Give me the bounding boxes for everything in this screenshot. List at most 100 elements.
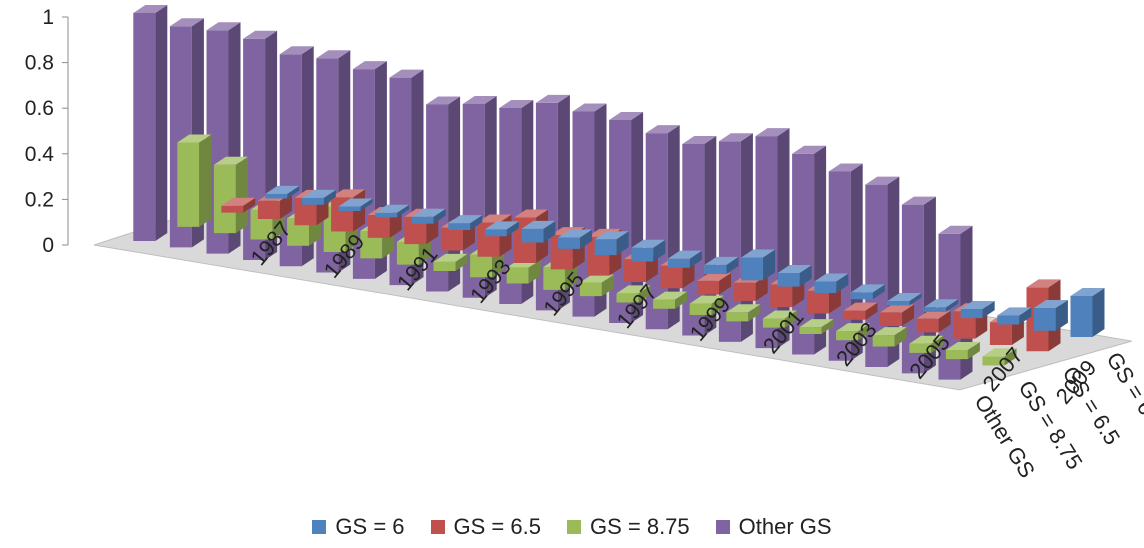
bar-front [543,267,566,290]
bar-gs-6-2002 [814,273,849,293]
bar-top [887,292,922,301]
bar-front [960,309,983,319]
bar-front [843,310,866,320]
bar-side [580,229,593,249]
bar-top [828,163,863,172]
bar-front [558,237,581,249]
bar-front [704,264,727,275]
bar-top [726,304,761,313]
bar-front [433,261,456,271]
bar-gs-8-75-1994 [433,253,468,271]
bar-front [448,223,471,230]
bar-front [697,280,720,295]
bar-top [301,189,336,198]
bar-front [623,259,646,282]
bar-side [836,273,849,293]
y-tick-label: 0 [42,234,54,257]
legend: GS = 6 GS = 6.5 GS = 8.75 Other GS [0,512,1144,542]
bar-front [762,318,785,328]
bar-gs-8-75-2008 [945,342,980,360]
bar-front [799,327,822,334]
bar-gs-8-75-1998 [579,274,614,297]
bar-top [938,225,973,234]
bar-gs-6-2009 [1070,288,1105,338]
legend-swatch [715,520,730,534]
bar-front [579,282,602,297]
bar-top [221,197,256,206]
bar-top [880,304,915,313]
bar-gs-8-75-1988 [213,156,248,234]
bar-front [484,229,507,237]
bar-front [872,335,895,347]
bar-top [814,273,849,282]
bar-top [426,96,461,105]
bar-side [858,323,871,341]
bar-side [616,231,629,256]
bar-top [265,185,300,194]
bar-side [755,274,768,301]
bar-side [902,304,915,327]
bar-top [338,198,373,207]
bar-top [653,291,688,300]
bar-front [257,200,280,219]
y-tick-label: 0.8 [25,52,54,75]
bar-side [155,5,168,242]
bar-front [806,290,829,314]
bar-top [762,310,797,319]
bar-front [777,272,800,287]
bar-side [287,185,300,199]
bar-side [470,215,483,230]
bar-side [946,299,959,312]
bar-top [741,249,776,258]
bar-top [572,103,607,112]
bar-top [331,189,366,198]
y-tick-label: 0.4 [25,143,55,166]
bar-gs-8-75-1999 [616,285,651,303]
bar-front [924,307,947,312]
legend-label: GS = 6.5 [453,514,541,539]
bar-front [689,303,712,316]
bar-front [667,258,690,268]
bar-top [609,112,644,121]
bar-front [653,299,676,309]
bar-side [865,302,878,320]
bar-gs-6-5-2005 [880,304,915,327]
bar-gs-6-2001 [777,264,812,287]
bar-side [872,284,885,300]
bar-front [887,300,910,306]
bar-top [1026,279,1061,288]
bar-gs-8-75-2002 [726,304,761,322]
bar-front [265,193,288,199]
bar-top [718,133,753,142]
bar-top [850,284,885,293]
bar-top [924,299,959,308]
bar-side [653,239,666,262]
bar-top [945,342,980,351]
bar-front [1070,296,1093,338]
bar-front [880,312,903,327]
bar-top [433,253,468,262]
bar-top [631,239,666,248]
bar-top [521,220,556,229]
bar-side [601,274,614,297]
bar-gs-8-75-2005 [836,323,871,341]
bar-side [235,156,248,234]
bar-side [719,272,732,295]
bar-front [221,205,244,213]
bar-front [616,293,639,303]
bar-gs-6-2004 [887,292,922,306]
bar-gs-8-75-1987 [177,134,212,227]
bar-front [133,13,156,242]
bar-side [1019,307,1032,325]
bar-top [375,204,410,213]
bar-gs-6-1999 [704,256,739,275]
bar-top [352,61,387,70]
bar-top [206,22,241,31]
bar-gs-8-75-2001 [689,295,724,316]
bar-top [916,310,951,319]
bar-top [704,256,739,265]
bar-gs-6-1987 [265,185,300,199]
bar-gs-6-5-1987 [221,197,256,213]
bar-side [711,295,724,316]
legend-swatch [430,520,445,534]
